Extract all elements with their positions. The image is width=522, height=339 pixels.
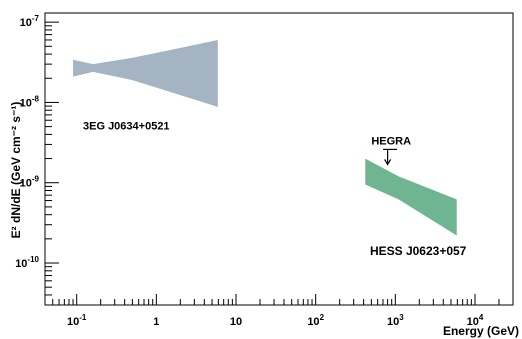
y-tick-label: 10-9 (20, 175, 40, 190)
axis-ticks (44, 21, 514, 306)
tick-labels: 10-1 1 10 102 103 104 10-10 10-9 10-8 10-7 (15, 14, 484, 328)
down-arrow-icon (384, 159, 392, 166)
x-tick-label: 102 (307, 313, 324, 328)
series-band-3eg (73, 40, 218, 107)
series-band-hess (365, 158, 457, 236)
plot-area-border (44, 12, 514, 306)
y-axis-title: E² dN/dE (GeV cm⁻² s⁻¹) (9, 102, 23, 239)
plot-frame (44, 12, 514, 306)
x-tick-label: 10-1 (67, 313, 87, 328)
annotation-label: HESS J0623+057 (370, 244, 467, 258)
y-tick-label: 10-10 (15, 255, 39, 270)
y-tick-label: 10-7 (20, 14, 40, 29)
annotation-label: 3EG J0634+0521 (83, 121, 170, 133)
annotations: 3EG J0634+0521 HESS J0623+057 HEGRA (83, 121, 467, 259)
y-tick-label: 10-8 (20, 94, 40, 109)
x-tick-label: 103 (387, 313, 404, 328)
x-tick-label: 10 (230, 316, 242, 328)
series-group (73, 40, 457, 236)
x-tick-label: 1 (153, 316, 159, 328)
x-tick-label: 104 (467, 313, 484, 328)
x-axis-title: Energy (GeV) (443, 324, 519, 338)
annotation-label: HEGRA (371, 135, 411, 147)
